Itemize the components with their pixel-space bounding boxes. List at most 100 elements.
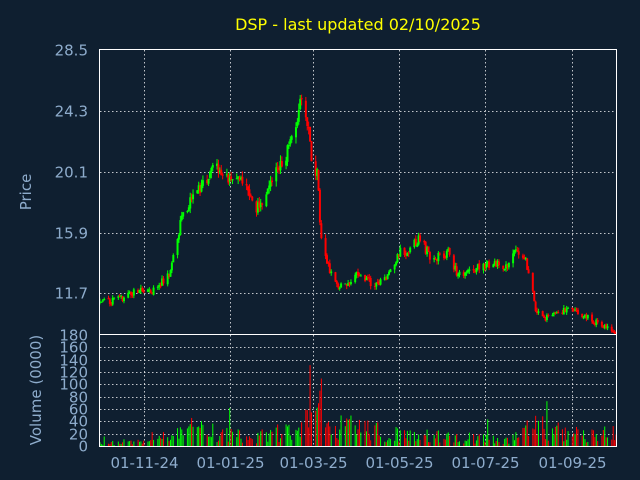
candle-body (192, 194, 195, 200)
candle-body (248, 189, 251, 197)
candle-body (513, 250, 516, 255)
date-tick-label: 01-11-24 (110, 454, 178, 472)
candle-body (492, 264, 495, 268)
candle-body (406, 253, 409, 256)
candle-body (537, 311, 540, 313)
candle-body (364, 275, 367, 281)
candle-body (307, 126, 310, 129)
price-candles (99, 94, 617, 335)
candle-body (187, 207, 190, 212)
candle-body (334, 272, 337, 282)
candle-body (275, 167, 278, 182)
candle-body (444, 257, 447, 259)
candle-body (605, 324, 608, 328)
candle-body (172, 255, 175, 263)
volume-tick-label: 160 (59, 339, 88, 357)
candle-body (325, 255, 328, 264)
candle-body (103, 298, 106, 300)
volume-tick-label: 180 (59, 327, 88, 345)
candle-body (256, 202, 259, 213)
candle-body (120, 295, 123, 297)
candle-body (316, 169, 319, 176)
candle-body (280, 161, 283, 167)
candle-body (108, 299, 111, 304)
candle-body (393, 264, 396, 270)
candle-body (247, 186, 250, 191)
candle-body (433, 258, 436, 260)
candle-body (190, 198, 193, 200)
candle-body (592, 321, 595, 324)
candle-body (541, 311, 544, 317)
candle-body (593, 323, 596, 325)
candle-body (285, 160, 288, 166)
candle-body (379, 279, 382, 285)
candle-body (354, 274, 357, 283)
date-tick-label: 01-03-25 (279, 454, 347, 472)
candle-body (259, 202, 262, 208)
candle-body (457, 274, 460, 277)
candle-body (575, 310, 578, 312)
candle-body (197, 185, 200, 191)
candle-body (299, 98, 302, 110)
candle-body (211, 165, 214, 168)
candle-body (261, 203, 264, 205)
candle-body (177, 234, 180, 240)
candle-body (448, 247, 451, 255)
candle-body (269, 180, 272, 187)
volume-tick-label: 80 (69, 389, 88, 407)
candle-body (404, 254, 407, 256)
candle-body (344, 283, 347, 285)
candle-body (534, 301, 537, 312)
volume-axis-label: Volume (0000) (27, 335, 45, 445)
candle-body (271, 180, 273, 183)
candle-body (127, 292, 130, 298)
candle-body (304, 100, 307, 118)
price-tick-label: 11.7 (55, 285, 88, 303)
candle-body (468, 269, 471, 271)
candle-body (572, 308, 575, 311)
candle-body (561, 312, 564, 315)
candle-body (505, 264, 508, 269)
candle-body (613, 331, 616, 334)
candle-body (148, 289, 151, 291)
candle-body (113, 297, 116, 299)
candle-body (543, 315, 546, 318)
date-tick-label: 01-09-25 (538, 454, 606, 472)
candle-body (526, 258, 529, 270)
candle-body (347, 282, 350, 286)
candle-body (554, 312, 557, 314)
candle-body (327, 262, 330, 264)
candle-body (338, 287, 341, 289)
candle-body (497, 261, 500, 266)
candle-body (238, 177, 241, 180)
candle-body (130, 292, 133, 295)
candle-body (375, 282, 378, 287)
candle-body (355, 271, 358, 276)
candle-body (585, 314, 588, 319)
candle-body (142, 290, 145, 293)
candle-body (289, 139, 292, 145)
date-tick-label: 01-01-25 (196, 454, 264, 472)
candle-body (514, 249, 517, 251)
candle-body (482, 263, 485, 271)
candle-body (365, 277, 368, 281)
candle-body (278, 167, 281, 171)
candle-body (443, 253, 445, 259)
candle-body (396, 254, 399, 262)
candle-body (399, 247, 402, 257)
candle-body (337, 283, 340, 288)
candle-body (571, 307, 574, 310)
volume-tick-label: 120 (59, 364, 88, 382)
candle-body (414, 238, 417, 246)
candle-body (582, 316, 585, 318)
candle-body (328, 263, 331, 274)
candle-body (220, 169, 223, 176)
candle-body (217, 164, 220, 173)
candle-body (258, 201, 261, 209)
candle-body (536, 310, 539, 314)
candle-body (358, 275, 361, 277)
candle-body (388, 271, 391, 275)
candle-body (279, 161, 282, 171)
candle-body (409, 247, 412, 253)
candle-body (138, 289, 141, 293)
